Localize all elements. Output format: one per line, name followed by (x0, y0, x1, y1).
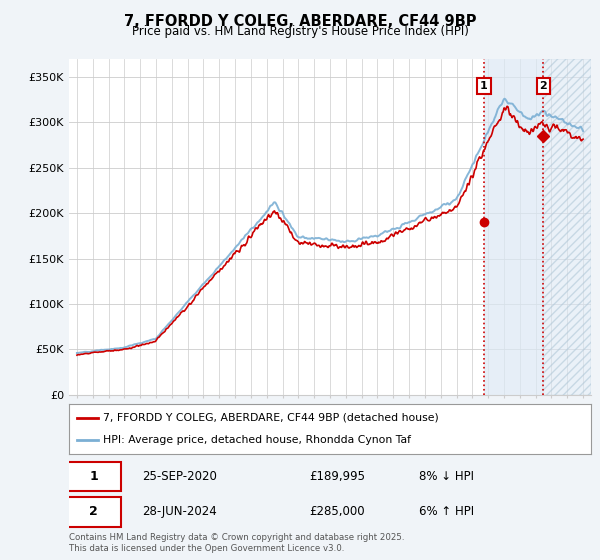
Text: 1: 1 (89, 470, 98, 483)
Text: 25-SEP-2020: 25-SEP-2020 (142, 470, 217, 483)
Text: 8% ↓ HPI: 8% ↓ HPI (419, 470, 474, 483)
FancyBboxPatch shape (67, 461, 121, 492)
Text: 7, FFORDD Y COLEG, ABERDARE, CF44 9BP: 7, FFORDD Y COLEG, ABERDARE, CF44 9BP (124, 14, 476, 29)
Text: £285,000: £285,000 (309, 505, 365, 519)
Text: 6% ↑ HPI: 6% ↑ HPI (419, 505, 474, 519)
Text: 2: 2 (89, 505, 98, 519)
Text: £189,995: £189,995 (309, 470, 365, 483)
Bar (484, 59, 544, 395)
Text: Contains HM Land Registry data © Crown copyright and database right 2025.
This d: Contains HM Land Registry data © Crown c… (69, 533, 404, 553)
Text: 2: 2 (539, 81, 547, 91)
Text: HPI: Average price, detached house, Rhondda Cynon Taf: HPI: Average price, detached house, Rhon… (103, 435, 411, 445)
Text: 28-JUN-2024: 28-JUN-2024 (142, 505, 217, 519)
FancyBboxPatch shape (67, 497, 121, 527)
Text: Price paid vs. HM Land Registry's House Price Index (HPI): Price paid vs. HM Land Registry's House … (131, 25, 469, 38)
Text: 7, FFORDD Y COLEG, ABERDARE, CF44 9BP (detached house): 7, FFORDD Y COLEG, ABERDARE, CF44 9BP (d… (103, 413, 439, 423)
Text: 1: 1 (480, 81, 488, 91)
Bar (544, 59, 591, 395)
